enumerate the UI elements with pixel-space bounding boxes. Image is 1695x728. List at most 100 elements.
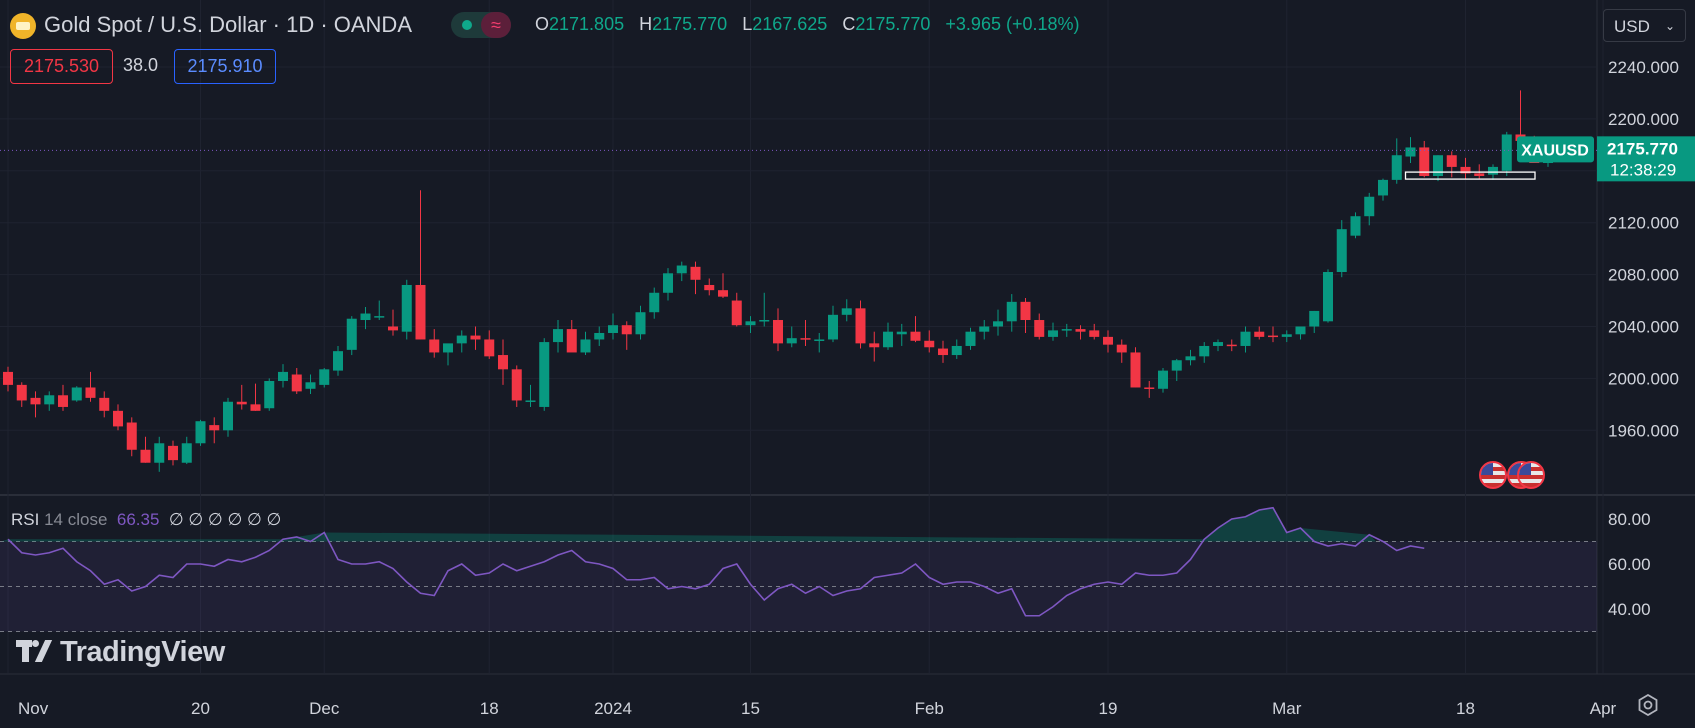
- candle-body: [759, 320, 770, 322]
- candle-body: [333, 351, 343, 371]
- candle-body: [1254, 331, 1265, 337]
- candle-body: [44, 395, 55, 405]
- candle-body: [484, 339, 495, 357]
- candle-body: [1144, 387, 1155, 389]
- currency-value: USD: [1614, 17, 1650, 36]
- open-label: O: [535, 14, 550, 34]
- price-axis[interactable]: 2240.0002200.0002160.0002120.0002080.000…: [1597, 58, 1695, 619]
- high-label: H: [639, 14, 653, 34]
- candle-body: [99, 397, 110, 411]
- candle-body: [1048, 330, 1058, 337]
- candle-body: [855, 308, 866, 344]
- candle-body: [291, 374, 302, 392]
- candle-body: [621, 325, 632, 335]
- candle-body: [1268, 335, 1278, 338]
- candle-body: [649, 292, 660, 313]
- candle-body: [566, 329, 577, 353]
- low-value: 2167.625: [752, 14, 828, 34]
- candle-body: [498, 355, 508, 370]
- candle-body: [1391, 155, 1402, 180]
- candle-body: [608, 325, 618, 333]
- time-tick-label: 19: [1099, 699, 1118, 718]
- us-flag-icon[interactable]: [1517, 461, 1545, 489]
- candle-body: [1433, 155, 1443, 176]
- candle-body: [443, 343, 453, 353]
- candle-body: [1185, 356, 1196, 361]
- price-tick-label: 1960.000: [1608, 421, 1679, 440]
- rsi-tick-label: 80.00: [1608, 510, 1651, 529]
- candle-body: [993, 321, 1003, 327]
- candle-body: [1240, 331, 1251, 346]
- candle-body: [773, 320, 783, 344]
- candle-body: [305, 382, 316, 389]
- candle-body: [456, 335, 467, 344]
- candle-body: [1089, 330, 1100, 337]
- candle-body: [195, 421, 206, 444]
- signal-wave-icon: ≈: [481, 12, 511, 38]
- close-value: 2175.770: [855, 14, 931, 34]
- candle-body: [1116, 344, 1127, 353]
- candle-body: [1323, 272, 1333, 322]
- rsi-pane: [0, 506, 1597, 632]
- price-tick-label: 2040.000: [1608, 318, 1679, 337]
- price-tick-label: 2200.000: [1608, 110, 1679, 129]
- price-tick-label: 2000.000: [1608, 369, 1679, 388]
- candle-body: [1460, 166, 1471, 174]
- candle-body: [1488, 166, 1498, 175]
- tradingview-logo[interactable]: TradingView: [16, 636, 225, 669]
- symbol-tag-bg: [1517, 136, 1594, 163]
- candle-body: [1034, 320, 1045, 337]
- symbol-title[interactable]: Gold Spot / U.S. Dollar · 1D · OANDA: [44, 12, 412, 37]
- candle-body: [154, 443, 165, 463]
- chevron-down-icon: ⌄: [1664, 19, 1675, 33]
- candle-body: [374, 316, 385, 318]
- candle-body: [1309, 310, 1320, 327]
- sell-price-button[interactable]: 2175.530: [10, 49, 113, 84]
- rsi-line: [7, 506, 1425, 617]
- candle-body: [360, 313, 371, 321]
- candle-body: [181, 443, 192, 463]
- candle-body: [745, 321, 756, 326]
- candle-body: [1501, 134, 1512, 171]
- price-tick-label: 2240.000: [1608, 58, 1679, 77]
- time-tick-label: Apr: [1590, 699, 1617, 718]
- candle-body: [30, 397, 41, 405]
- us-flag-icon[interactable]: [1479, 461, 1507, 489]
- time-tick-label: 18: [1456, 699, 1475, 718]
- candle-body: [1103, 336, 1113, 345]
- candle-body: [1006, 301, 1017, 322]
- candle-body: [1020, 301, 1031, 321]
- candle-body: [1378, 179, 1388, 196]
- candle-body: [951, 345, 962, 356]
- candle-body: [704, 284, 715, 291]
- open-value: 2171.805: [549, 14, 625, 34]
- candle-body: [938, 348, 948, 356]
- candle-body: [511, 369, 522, 401]
- settings-gear-icon[interactable]: [1637, 694, 1659, 716]
- low-label: L: [742, 14, 753, 34]
- time-tick-label: 2024: [594, 699, 632, 718]
- chart-overlays: XAUUSD: [0, 136, 1597, 180]
- high-value: 2175.770: [652, 14, 728, 34]
- currency-select[interactable]: USD ⌄: [1603, 9, 1686, 42]
- buy-price-button[interactable]: 2175.910: [174, 49, 276, 84]
- time-axis[interactable]: Nov 20 Dec 18 2024 15 Feb 19 Mar 18 Apr: [18, 699, 1617, 718]
- rsi-placeholders: ∅ ∅ ∅ ∅ ∅ ∅: [168, 510, 282, 529]
- time-tick-label: 20: [191, 699, 210, 718]
- market-status-pill[interactable]: ≈: [451, 12, 511, 38]
- candle-body: [965, 331, 976, 346]
- candle-body: [718, 290, 728, 297]
- candle-body: [1419, 147, 1430, 176]
- candle-body: [1171, 360, 1182, 371]
- rsi-legend[interactable]: RSI 14 close 66.35 ∅ ∅ ∅ ∅ ∅ ∅: [11, 510, 281, 530]
- candle-countdown: 12:38:29: [1610, 160, 1676, 179]
- rsi-overbought-fill: [1, 507, 1377, 542]
- candle-body: [841, 308, 852, 315]
- candle-body: [828, 314, 838, 340]
- candle-body: [979, 326, 990, 332]
- candle-body: [896, 331, 907, 335]
- symbol-tag: XAUUSD: [1521, 142, 1589, 159]
- brand-name: TradingView: [60, 636, 225, 668]
- candle-body: [223, 401, 233, 431]
